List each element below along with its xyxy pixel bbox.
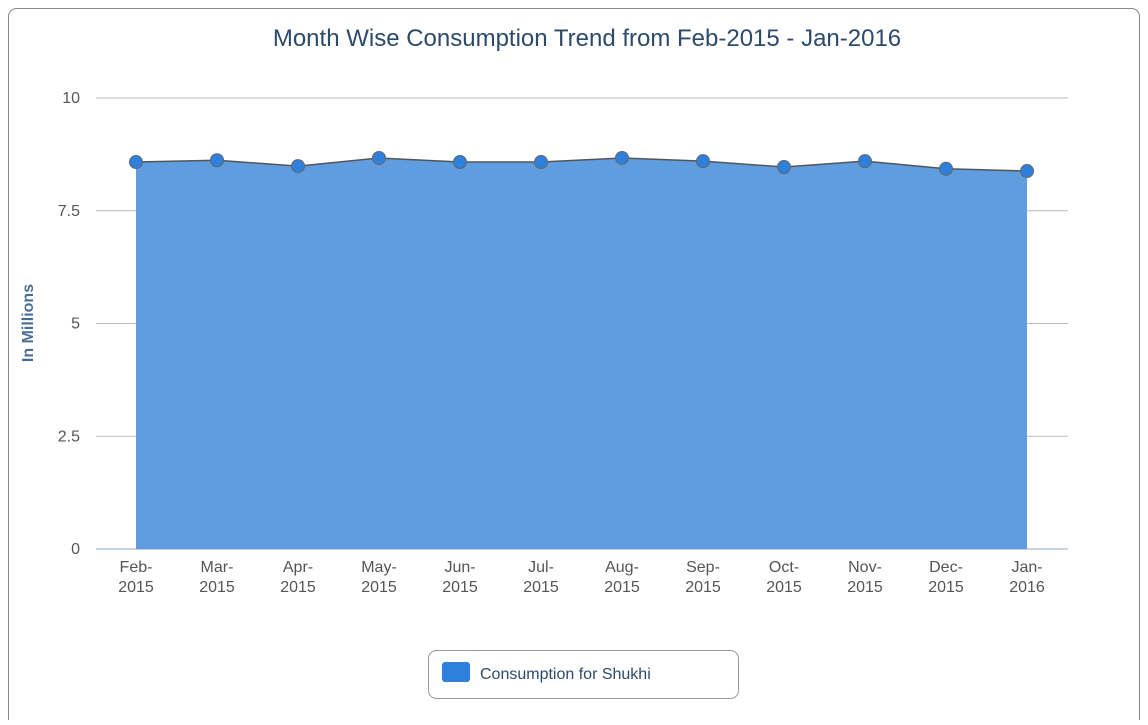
y-tick-label: 0 [71,541,80,558]
x-tick-label: Sep-2015 [685,559,721,596]
chart-title: Month Wise Consumption Trend from Feb-20… [273,25,901,52]
marker [372,150,386,165]
line [135,157,1028,172]
marker [939,161,953,176]
marker [696,154,710,169]
x-tick-label: Aug-2015 [604,559,640,596]
x-tick-label: Dec-2015 [928,559,964,596]
x-tick-label: May-2015 [361,559,397,596]
legend-swatch [442,662,470,682]
legend: Consumption for Shukhi [428,650,739,699]
legend-label: Consumption for Shukhi [480,666,651,683]
marker [858,154,872,169]
marker [1020,164,1034,179]
y-tick-label: 7.5 [58,203,80,220]
marker [129,155,143,170]
area [136,157,1027,549]
x-tick-label: Apr-2015 [280,559,316,596]
marker [615,150,629,165]
legend-frame [428,650,739,699]
x-tick-label: Jun-2015 [442,559,478,596]
x-tick-label: Jul-2015 [523,559,559,596]
marker [453,155,467,170]
marker [534,155,548,170]
marker [210,153,224,168]
x-tick-label: Nov-2015 [847,559,883,596]
y-axis-label: In Millions [20,284,37,362]
x-tick-label: Feb-2015 [118,559,154,596]
y-tick-label: 2.5 [58,428,80,445]
marker [777,160,791,175]
y-tick-label: 10 [62,90,80,107]
y-tick-label: 5 [71,316,80,333]
marker [291,159,305,174]
x-tick-label: Jan-2016 [1009,559,1045,596]
x-tick-label: Mar-2015 [199,559,235,596]
x-tick-label: Oct-2015 [766,559,802,596]
